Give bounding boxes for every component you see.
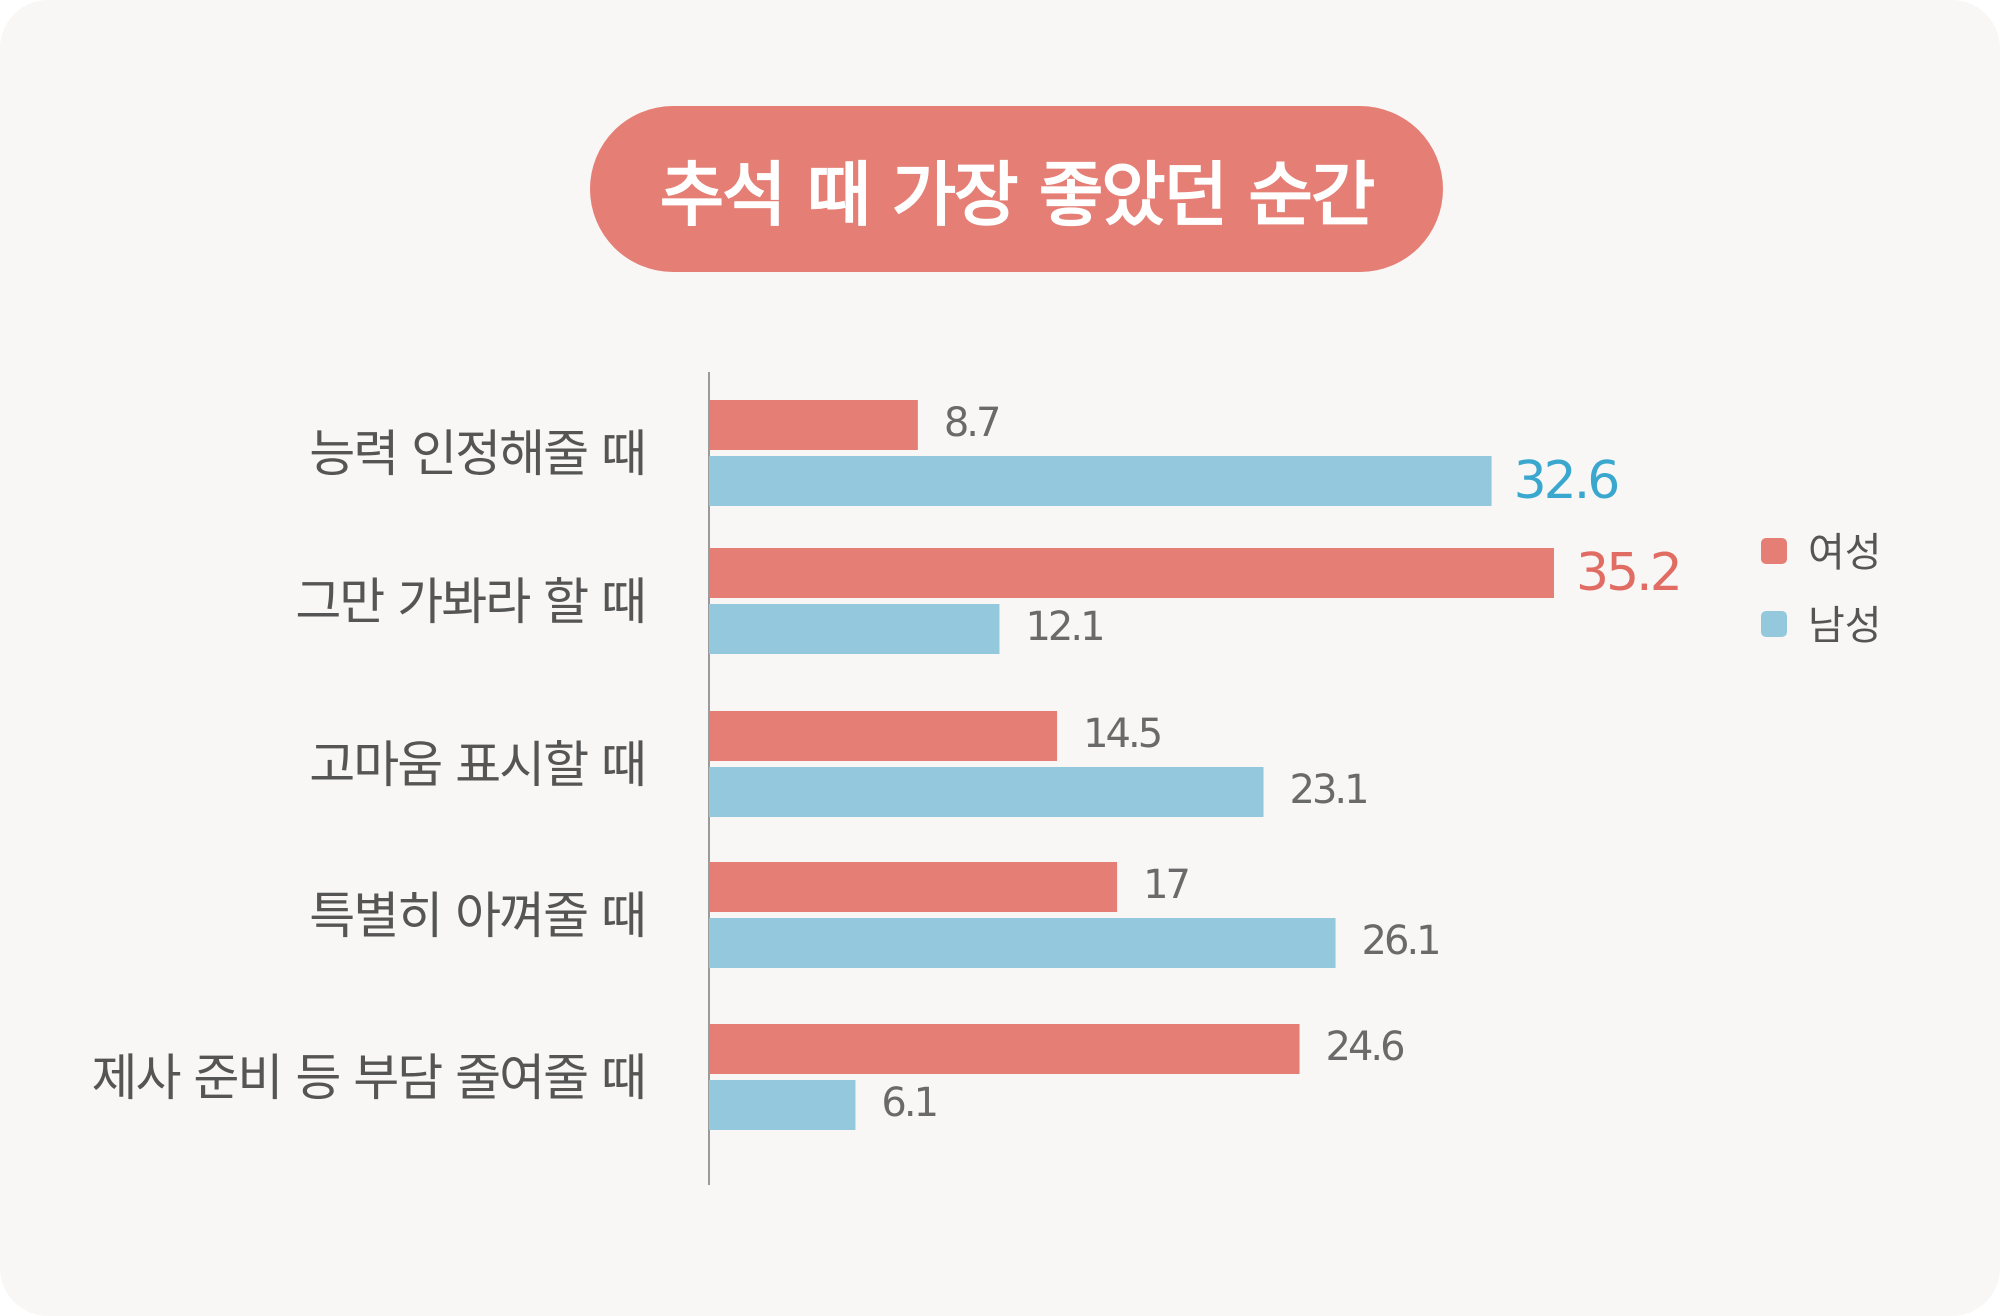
data-label: 35.2 — [1576, 543, 1680, 603]
data-label: 23.1 — [1290, 767, 1367, 813]
category-label: 제사 준비 등 부담 줄여줄 때 — [92, 1049, 645, 1107]
data-label: 26.1 — [1362, 918, 1439, 964]
category-label: 그만 가봐라 할 때 — [295, 573, 645, 631]
data-label: 8.7 — [944, 400, 999, 446]
legend-swatch-female — [1761, 538, 1787, 564]
category-label: 특별히 아껴줄 때 — [309, 887, 645, 945]
bar-male — [709, 767, 1264, 817]
chart-title: 추석 때 가장 좋았던 순간 — [659, 153, 1375, 236]
bar-male — [709, 456, 1492, 506]
data-label: 17 — [1143, 862, 1188, 908]
legend-label: 여성 — [1808, 530, 1882, 576]
data-label: 24.6 — [1326, 1024, 1404, 1070]
data-label: 32.6 — [1514, 451, 1618, 511]
chart-title-pill: 추석 때 가장 좋았던 순간 — [590, 106, 1443, 272]
bar-male — [709, 1080, 856, 1130]
bar-female — [709, 1024, 1300, 1074]
bar-male — [709, 604, 1000, 654]
bar-female — [709, 862, 1118, 912]
data-label: 12.1 — [1025, 604, 1102, 650]
legend-swatch-male — [1761, 611, 1787, 637]
category-label: 능력 인정해줄 때 — [309, 425, 645, 483]
bar-male — [709, 918, 1336, 968]
data-label: 6.1 — [881, 1080, 936, 1126]
legend-label: 남성 — [1808, 603, 1882, 649]
data-label: 14.5 — [1083, 711, 1160, 757]
bar-female — [709, 711, 1058, 761]
bar-female — [709, 400, 918, 450]
bar-female — [709, 548, 1554, 598]
category-label: 고마움 표시할 때 — [309, 736, 645, 794]
